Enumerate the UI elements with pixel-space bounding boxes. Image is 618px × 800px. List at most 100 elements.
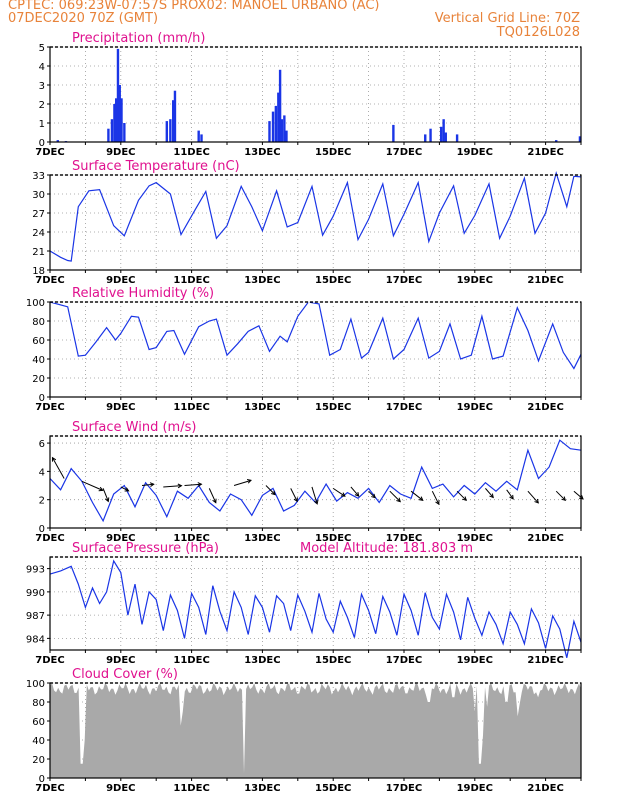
wind-arrow-head <box>246 479 252 484</box>
panel-1-ytick-label: 4 <box>39 62 45 73</box>
precip-bar <box>56 140 59 142</box>
cloud-cover-area <box>50 683 581 778</box>
precip-bar <box>277 92 280 142</box>
wind-arrow <box>163 485 182 488</box>
panel-6-ytick-label: 80 <box>32 698 45 709</box>
wind-arrow <box>290 488 298 502</box>
panel-4-xtick-label: 13DEC <box>244 533 280 544</box>
panel-6-xtick-label: 7DEC <box>35 783 64 794</box>
panel-4-series-line <box>49 439 582 523</box>
wind-arrow <box>431 490 440 505</box>
panel-4-xtick-label: 17DEC <box>386 533 422 544</box>
precip-bar <box>578 136 582 142</box>
wind-arrow <box>555 490 566 501</box>
panel-6-ytick-label: 60 <box>32 717 45 728</box>
panel-1-ytick-label: 3 <box>39 81 45 92</box>
wind-arrow-head <box>124 487 130 492</box>
panel-4-ytick-label: 2 <box>39 496 45 507</box>
wind-arrow-head <box>149 482 155 487</box>
panel-1-xtick-label: 13DEC <box>244 147 280 158</box>
panel-1-xtick-label: 9DEC <box>106 147 135 158</box>
precip-bar <box>555 140 558 142</box>
panel-4-frame <box>49 435 582 529</box>
wind-arrow <box>233 479 252 487</box>
precip-bar <box>283 115 286 142</box>
precip-bar <box>392 124 395 142</box>
panel-2-xtick-label: 7DEC <box>35 275 64 286</box>
precip-bar <box>442 119 445 142</box>
panel-3-xtick-label: 15DEC <box>315 402 351 413</box>
precip-bar <box>429 128 432 142</box>
wind-arrow <box>527 490 539 504</box>
wind-arrow <box>350 486 360 497</box>
precip-bar <box>169 119 172 142</box>
wind-arrow <box>52 457 65 479</box>
panel-5-annotation: Model Altitude: 181.803 m <box>300 541 473 556</box>
panel-2-xtick-label: 17DEC <box>386 275 422 286</box>
panel-2-xtick-label: 21DEC <box>527 275 563 286</box>
panel-5-ytick-label: 987 <box>26 611 45 622</box>
panel-3-xtick-label: 7DEC <box>35 402 64 413</box>
precip-bar <box>120 98 123 142</box>
panel-1-xtick-label: 17DEC <box>386 147 422 158</box>
wind-arrow-head <box>462 496 467 502</box>
precip-bar <box>113 104 116 142</box>
panel-2-ytick-label: 18 <box>32 266 45 277</box>
panel-6-xtick-label: 21DEC <box>527 783 563 794</box>
wind-arrow-head <box>534 498 539 504</box>
precip-bar <box>439 126 443 142</box>
wind-arrow <box>208 488 217 503</box>
panel-4-title: Surface Wind (m/s) <box>72 420 196 435</box>
precip-bar <box>271 111 275 142</box>
panel-2-xtick-label: 15DEC <box>315 275 351 286</box>
panel-6-ytick-label: 20 <box>32 755 45 766</box>
panel-2-xtick-label: 19DEC <box>457 275 493 286</box>
panel-6-ytick-label: 100 <box>26 679 45 690</box>
wind-arrow-head <box>354 492 360 497</box>
panel-2-xtick-label: 9DEC <box>106 275 135 286</box>
panel-6-ytick-label: 0 <box>39 774 45 785</box>
panel-3-xtick-label: 11DEC <box>173 402 209 413</box>
precip-bar <box>197 130 200 142</box>
precip-bar <box>110 119 114 142</box>
precip-bar <box>123 123 126 142</box>
panel-5-xtick-label: 11DEC <box>173 655 209 666</box>
panel-6-xtick-label: 15DEC <box>315 783 351 794</box>
panel-5-xtick-label: 9DEC <box>106 655 135 666</box>
wind-arrow-head <box>435 500 440 506</box>
precip-bar <box>455 134 459 142</box>
panel-6-xtick-label: 17DEC <box>386 783 422 794</box>
precip-bar <box>114 98 118 142</box>
wind-arrow <box>389 490 401 502</box>
header-grid-line: Vertical Grid Line: 70Z <box>434 11 580 26</box>
wind-arrow-head <box>371 493 376 499</box>
wind-arrow <box>311 486 318 505</box>
wind-arrow-head <box>212 498 217 504</box>
panel-1-frame <box>49 46 582 143</box>
panel-2-series-line <box>49 170 582 262</box>
panel-1-ytick-label: 2 <box>39 100 45 111</box>
wind-arrow <box>81 480 103 491</box>
panel-2-xtick-label: 13DEC <box>244 275 280 286</box>
panel-2-xtick-label: 11DEC <box>173 275 209 286</box>
precip-bar <box>268 121 271 142</box>
panel-2-ytick-label: 24 <box>32 228 45 239</box>
panel-4-ytick-label: 0 <box>39 524 45 535</box>
panel-3-xtick-label: 9DEC <box>106 402 135 413</box>
wind-arrow-head <box>418 496 424 501</box>
precip-bar <box>274 105 278 142</box>
wind-arrow <box>120 486 129 492</box>
precip-bar <box>173 90 177 142</box>
wind-arrow-head <box>489 493 494 499</box>
wind-arrow-head <box>396 497 401 503</box>
panel-1-xtick-label: 15DEC <box>315 147 351 158</box>
panel-3-xtick-label: 17DEC <box>386 402 422 413</box>
panel-5-frame <box>49 556 582 651</box>
panel-5-ytick-label: 993 <box>26 565 45 576</box>
header-model-id: TQ0126L028 <box>496 25 580 40</box>
header-station: CPTEC: 069:23W-07:57S PROX02: MANOEL URB… <box>8 0 380 13</box>
precip-bar <box>424 134 427 142</box>
panel-3-ytick-label: 100 <box>26 298 45 309</box>
wind-arrow <box>141 483 154 487</box>
wind-arrow-head <box>197 482 203 487</box>
